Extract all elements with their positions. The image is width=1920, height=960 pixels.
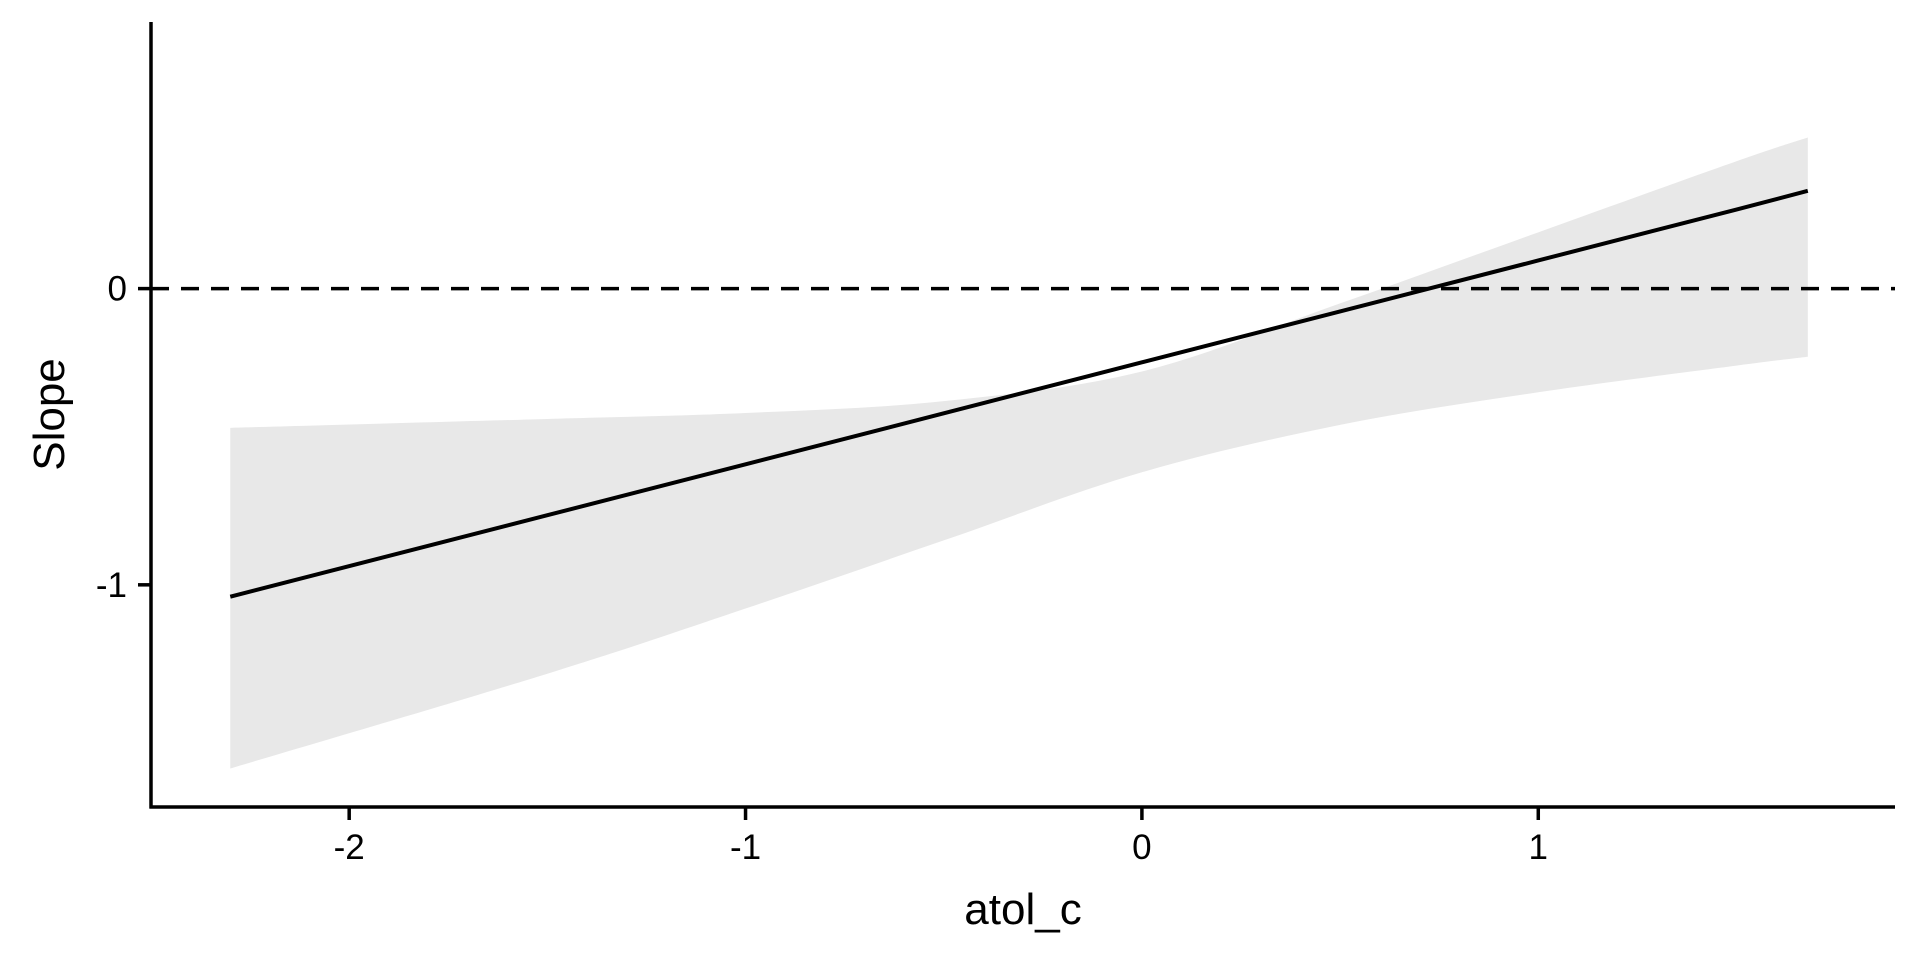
- x-tick-label: 1: [1529, 828, 1548, 867]
- slope-series-line: [229, 188, 1809, 599]
- y-tick-label: 0: [108, 270, 127, 309]
- x-tick-label: 0: [1132, 828, 1151, 867]
- labels-layer: atol_c Slope: [25, 358, 1082, 934]
- y-tick-label: -1: [96, 566, 127, 605]
- confidence-band: [230, 137, 1808, 769]
- y-axis-title: Slope: [25, 358, 74, 471]
- x-axis-title: atol_c: [964, 885, 1081, 934]
- confidence-band-layer: [230, 137, 1808, 769]
- x-tick-label: -1: [730, 828, 761, 867]
- x-tick-label: -2: [334, 828, 365, 867]
- axes-layer: -2 -1 0 1 -1 0: [96, 22, 1895, 867]
- series-line-layer: [229, 188, 1809, 599]
